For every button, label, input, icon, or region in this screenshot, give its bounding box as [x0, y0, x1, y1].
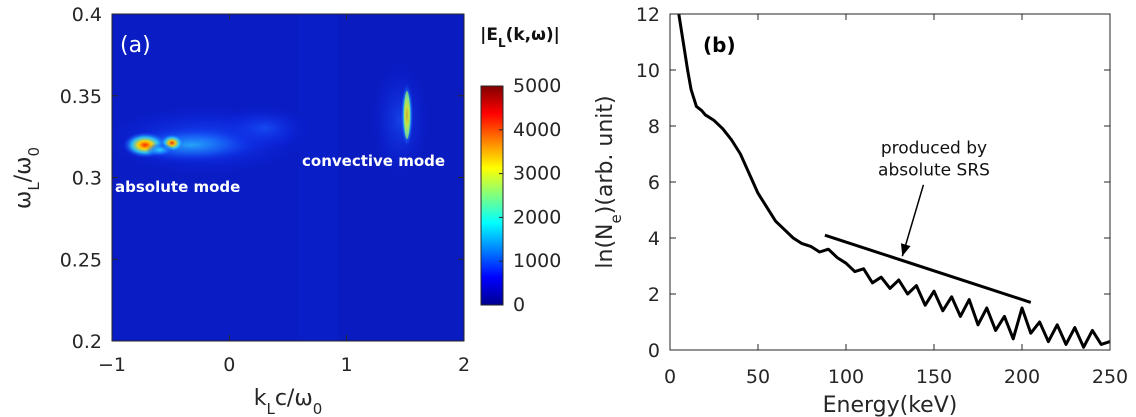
heatmap-field	[112, 14, 464, 341]
panel-label-b: (b)	[703, 33, 736, 57]
panel-label-a: (a)	[120, 33, 151, 58]
x-axis-label-b: Energy(keV)	[823, 393, 958, 417]
x-tick-label-b: 250	[1092, 366, 1128, 388]
y-tick-label-a: 0.4	[72, 4, 102, 26]
y-tick-label-a: 0.25	[60, 249, 102, 271]
x-tick-label-b: 150	[916, 366, 952, 388]
colorbar-tick-label: 1000	[513, 250, 561, 272]
y-axis-ticks-b: 0 2 4 6 8 10 12	[636, 4, 1110, 362]
annotation-arrow	[900, 184, 925, 257]
x-tick-label-a: 1	[341, 354, 353, 376]
x-axis-ticks-b: 0 50 100 150 200 250	[664, 14, 1128, 388]
y-tick-label-b: 12	[636, 4, 660, 26]
y-axis-label-a: ωL/ω0	[11, 147, 43, 209]
annotation-line-1: produced by	[881, 139, 987, 159]
y-axis-label-b: ln(Ne)(arb. unit)	[593, 95, 625, 268]
colorbar-title: |EL(k,ω)|	[480, 25, 560, 50]
colorbar-ticks: 0 1000 2000 3000 4000 5000	[499, 75, 561, 316]
colorbar-tick-label: 0	[513, 294, 525, 316]
annotation-convective-mode: convective mode	[302, 152, 445, 170]
x-tick-label-a: 0	[223, 354, 235, 376]
y-tick-label-b: 4	[648, 228, 660, 250]
y-tick-label-b: 6	[648, 172, 660, 194]
x-axis-ticks-a: −1 0 1 2	[98, 14, 470, 376]
fit-line	[824, 233, 1032, 304]
y-tick-label-a: 0.35	[60, 86, 102, 108]
x-tick-label-b: 50	[746, 366, 770, 388]
y-tick-label-b: 8	[648, 116, 660, 138]
y-axis-ticks-a: 0.2 0.25 0.3 0.35 0.4	[60, 4, 464, 353]
y-tick-label-b: 2	[648, 284, 660, 306]
colorbar-tick-label: 3000	[513, 163, 561, 185]
panel-a: (a) absolute mode convective mode −1 0 1 2 …	[11, 4, 561, 417]
y-tick-label-a: 0.3	[72, 168, 102, 190]
panel-b: (b) produced by absolute SRS 0 50 100 150 20…	[593, 4, 1128, 417]
x-tick-label-b: 0	[664, 366, 676, 388]
x-tick-label-a: −1	[98, 354, 126, 376]
y-tick-label-a: 0.2	[72, 331, 102, 353]
y-tick-label-b: 10	[636, 60, 660, 82]
x-tick-label-b: 200	[1004, 366, 1040, 388]
colorbar-tick-label: 4000	[513, 119, 561, 141]
x-axis-label-a: kLc/ω0	[254, 386, 323, 417]
x-tick-label-b: 100	[828, 366, 864, 388]
colorbar	[480, 85, 504, 306]
colorbar-tick-label: 2000	[513, 206, 561, 228]
y-tick-label-b: 0	[648, 340, 660, 362]
annotation-line-2: absolute SRS	[878, 161, 990, 181]
annotation-absolute-mode: absolute mode	[115, 178, 240, 196]
series-line	[677, 14, 1110, 349]
colorbar-tick-label: 5000	[513, 75, 561, 97]
x-tick-label-a: 2	[458, 354, 470, 376]
